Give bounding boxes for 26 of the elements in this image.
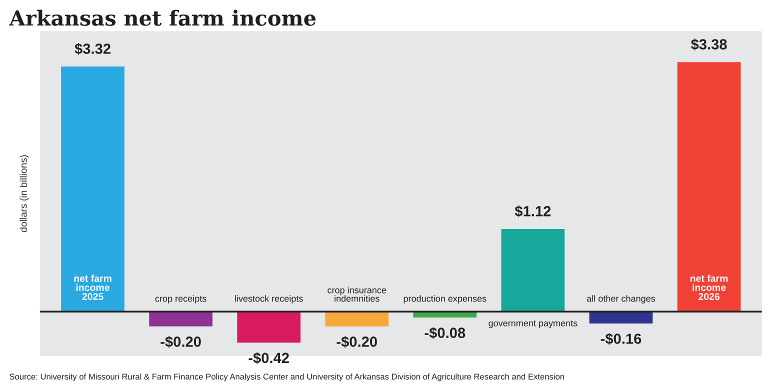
data-label: $3.32	[74, 42, 110, 55]
data-label: -$0.16	[600, 332, 642, 345]
bar	[61, 66, 124, 312]
bar	[501, 228, 565, 312]
bar	[677, 62, 741, 312]
bar	[589, 312, 653, 324]
data-label: $1.12	[514, 205, 551, 218]
chart-title: Arkansas net farm income	[9, 10, 316, 26]
x-tick-label: government payments	[488, 320, 578, 328]
data-label: -$0.20	[336, 336, 377, 348]
x-tick-label: all other changes	[587, 295, 656, 304]
x-tick-label: crop insurance indemnities	[328, 286, 386, 302]
source-note: Source: University of Missouri Rural & Farm Finance Policy Analysis Center and University of Arkansas Division of Agriculture Research and Extension	[10, 373, 564, 382]
bar	[237, 312, 301, 343]
x-tick-label: production expenses	[404, 295, 486, 304]
x-tick-label: net farm income 2026	[690, 274, 728, 300]
x-tick-label: net farm income 2025	[74, 274, 112, 300]
data-label: $3.38	[690, 38, 727, 50]
y-axis-title: dollars (in billions)	[20, 155, 29, 232]
data-label: -$0.08	[424, 327, 466, 339]
data-label: -$0.20	[160, 336, 201, 348]
bar	[149, 312, 212, 326]
data-label: -$0.42	[248, 352, 289, 364]
bar	[325, 312, 389, 326]
x-tick-label: livestock receipts	[235, 295, 303, 304]
x-tick-label: crop receipts	[155, 295, 206, 304]
